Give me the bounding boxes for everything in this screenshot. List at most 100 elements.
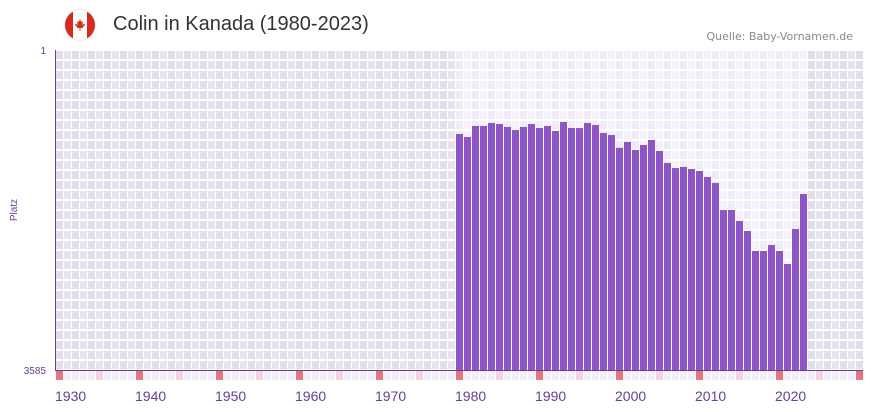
bar-2002[interactable] [632, 150, 639, 370]
grid-cell [656, 141, 663, 149]
grid-cell [64, 321, 71, 329]
grid-cell [216, 101, 223, 109]
grid-cell [824, 271, 831, 279]
bar-1985[interactable] [496, 124, 503, 371]
grid-cell [432, 251, 439, 259]
bar-1993[interactable] [560, 121, 567, 370]
grid-cell [688, 131, 695, 139]
grid-cell [288, 111, 295, 119]
bar-2019[interactable] [768, 245, 775, 370]
grid-cell [640, 131, 647, 139]
grid-cell [304, 351, 311, 359]
bar-1983[interactable] [480, 125, 487, 370]
bar-2006[interactable] [664, 163, 671, 370]
grid-cell [856, 191, 863, 199]
grid-cell [624, 121, 631, 129]
bar-2018[interactable] [760, 250, 767, 370]
grid-cell [424, 351, 431, 359]
grid-cell [192, 221, 199, 229]
grid-cell [792, 201, 799, 209]
grid-cell [184, 51, 191, 59]
grid-cell [320, 231, 327, 239]
grid-cell [448, 81, 455, 89]
grid-cell [600, 81, 607, 89]
grid-cell [808, 231, 815, 239]
bar-1992[interactable] [552, 130, 559, 370]
bar-2021[interactable] [784, 264, 791, 370]
grid-cell [768, 61, 775, 69]
bar-2010[interactable] [696, 170, 703, 370]
bar-1981[interactable] [464, 136, 471, 370]
grid-cell [320, 111, 327, 119]
bar-2009[interactable] [688, 169, 695, 370]
grid-cell [848, 301, 855, 309]
bar-2022[interactable] [792, 229, 799, 370]
bar-2001[interactable] [624, 141, 631, 370]
grid-cell [208, 141, 215, 149]
year-marker [320, 371, 327, 380]
grid-cell [256, 351, 263, 359]
bar-1994[interactable] [568, 128, 575, 370]
grid-cell [336, 51, 343, 59]
grid-cell [56, 161, 63, 169]
bar-1990[interactable] [536, 128, 543, 370]
grid-cell [480, 111, 487, 119]
bar-1999[interactable] [608, 135, 615, 370]
grid-cell [336, 81, 343, 89]
grid-cell [776, 191, 783, 199]
grid-cell [800, 51, 807, 59]
bar-1988[interactable] [520, 126, 527, 370]
grid-cell [160, 61, 167, 69]
bar-2011[interactable] [704, 176, 711, 370]
grid-cell [824, 191, 831, 199]
grid-cell [816, 91, 823, 99]
bar-1980[interactable] [456, 134, 463, 370]
grid-cell [824, 331, 831, 339]
bar-2012[interactable] [712, 183, 719, 370]
bar-2000[interactable] [616, 147, 623, 370]
grid-cell [256, 51, 263, 59]
grid-cell [248, 271, 255, 279]
bar-1982[interactable] [472, 125, 479, 370]
grid-cell [408, 311, 415, 319]
bar-1995[interactable] [576, 128, 583, 370]
bar-2005[interactable] [656, 150, 663, 370]
grid-cell [832, 341, 839, 349]
bar-1991[interactable] [544, 125, 551, 370]
grid-cell [320, 71, 327, 79]
grid-cell [288, 341, 295, 349]
grid-cell [352, 111, 359, 119]
bar-2020[interactable] [776, 250, 783, 370]
year-marker [152, 371, 159, 380]
grid-cell [304, 231, 311, 239]
grid-cell [776, 201, 783, 209]
bar-2003[interactable] [640, 145, 647, 370]
grid-cell [392, 321, 399, 329]
bar-1989[interactable] [528, 124, 535, 371]
grid-cell [264, 311, 271, 319]
year-marker [184, 371, 191, 380]
bar-1986[interactable] [504, 126, 511, 370]
bar-2004[interactable] [648, 140, 655, 370]
bar-2013[interactable] [720, 210, 727, 370]
grid-cell [104, 281, 111, 289]
grid-cell [424, 111, 431, 119]
bar-1996[interactable] [584, 123, 591, 371]
bar-1997[interactable] [592, 125, 599, 370]
bar-2008[interactable] [680, 166, 687, 370]
grid-cell [208, 131, 215, 139]
grid-cell [224, 261, 231, 269]
bar-2023[interactable] [800, 194, 807, 370]
bar-2007[interactable] [672, 168, 679, 370]
grid-cell [264, 131, 271, 139]
bar-2014[interactable] [728, 210, 735, 370]
bar-2017[interactable] [752, 250, 759, 370]
bar-1987[interactable] [512, 130, 519, 370]
grid-cell [592, 91, 599, 99]
bar-2015[interactable] [736, 220, 743, 370]
bar-2016[interactable] [744, 230, 751, 370]
grid-cell [216, 51, 223, 59]
bar-1998[interactable] [600, 133, 607, 370]
bar-1984[interactable] [488, 123, 495, 371]
grid-cell [224, 151, 231, 159]
